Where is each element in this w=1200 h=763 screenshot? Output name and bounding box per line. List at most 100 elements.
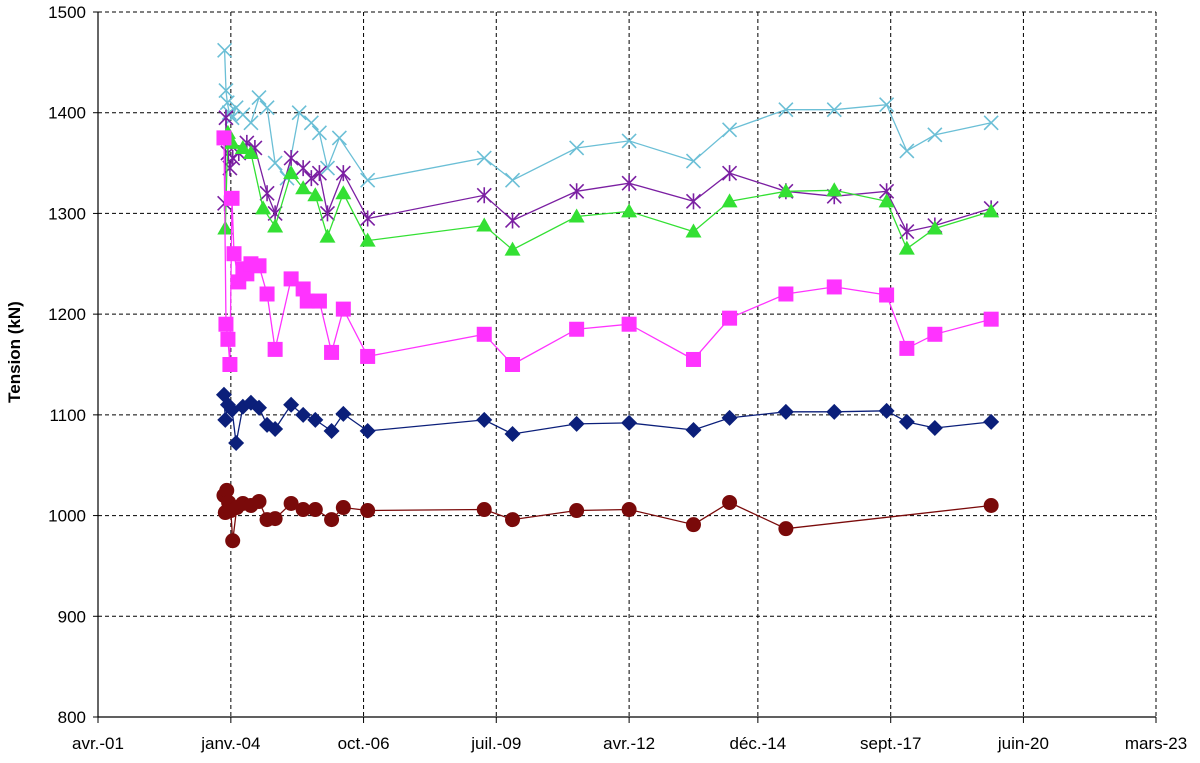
data-point xyxy=(685,421,702,438)
data-point xyxy=(222,357,238,372)
data-point xyxy=(251,258,267,274)
data-point xyxy=(295,502,311,518)
series-3 xyxy=(217,124,1000,256)
data-point xyxy=(879,287,895,303)
data-point xyxy=(319,228,336,243)
series-1 xyxy=(217,42,999,188)
data-point xyxy=(778,286,794,302)
data-point xyxy=(777,403,794,420)
y-tick-label: 1500 xyxy=(48,3,86,22)
x-tick-labels: avr.-01 janv.-04 oct.-06 juil.-09 avr.-12 déc… xyxy=(72,734,1187,753)
data-point xyxy=(335,405,352,422)
data-point xyxy=(335,185,352,200)
data-point xyxy=(307,187,324,202)
series-4 xyxy=(216,130,999,372)
data-point xyxy=(219,95,235,111)
y-tick-label: 1300 xyxy=(48,204,86,223)
x-tick-label: mars-23 xyxy=(1125,734,1187,753)
x-tick-label: avr.-12 xyxy=(603,734,655,753)
x-tick-label: juin-20 xyxy=(997,734,1049,753)
data-point xyxy=(283,271,299,287)
data-point xyxy=(267,155,283,171)
y-axis-label: Tension (kN) xyxy=(5,301,24,403)
data-point xyxy=(359,232,376,247)
data-point xyxy=(217,42,233,58)
data-point xyxy=(242,145,259,159)
axes xyxy=(93,11,1157,723)
x-tick-label: janv.-04 xyxy=(200,734,260,753)
data-point xyxy=(826,182,843,197)
data-point xyxy=(228,435,245,452)
data-point xyxy=(476,187,492,204)
data-point xyxy=(323,422,340,439)
data-point xyxy=(685,517,701,533)
series-line xyxy=(223,394,992,444)
data-point xyxy=(311,293,327,309)
data-point xyxy=(324,344,340,360)
data-point xyxy=(621,502,637,518)
data-point xyxy=(505,357,521,372)
series-line xyxy=(223,117,992,233)
data-point xyxy=(295,406,312,423)
data-point xyxy=(826,279,842,295)
data-point xyxy=(722,310,738,326)
data-point xyxy=(255,200,272,215)
y-tick-label: 800 xyxy=(58,708,86,727)
data-point xyxy=(220,331,236,347)
data-point xyxy=(218,82,234,99)
data-point xyxy=(360,172,376,188)
data-point xyxy=(311,165,327,182)
x-tick-label: juil.-09 xyxy=(470,734,521,753)
data-point xyxy=(685,153,702,169)
data-point xyxy=(295,281,311,297)
data-point xyxy=(243,115,259,131)
data-point xyxy=(983,115,999,131)
data-point xyxy=(721,193,738,208)
data-point xyxy=(267,341,283,357)
data-point xyxy=(224,134,241,149)
data-point xyxy=(335,301,351,317)
data-point xyxy=(283,396,300,413)
data-point xyxy=(303,170,319,187)
data-point xyxy=(898,240,915,255)
data-point xyxy=(569,503,585,519)
data-point xyxy=(504,212,521,229)
data-point xyxy=(476,150,492,166)
data-point xyxy=(267,218,284,233)
data-point xyxy=(722,122,738,138)
x-tick-label: oct.-06 xyxy=(338,734,390,753)
y-tick-label: 1200 xyxy=(48,305,86,324)
series-5 xyxy=(215,386,1000,452)
data-series xyxy=(215,42,1000,549)
data-point xyxy=(291,105,307,121)
data-point xyxy=(983,413,1000,430)
data-point xyxy=(307,411,324,428)
data-point xyxy=(335,500,351,516)
y-tick-label: 900 xyxy=(58,607,86,626)
data-point xyxy=(359,422,376,439)
data-point xyxy=(259,286,275,302)
data-point xyxy=(621,175,637,192)
data-point xyxy=(685,351,701,367)
data-point xyxy=(283,165,300,180)
data-point xyxy=(360,210,376,227)
data-point xyxy=(983,203,1000,218)
x-tick-label: avr.-01 xyxy=(72,734,124,753)
data-point xyxy=(319,160,336,176)
data-point xyxy=(224,110,240,126)
data-point xyxy=(878,193,895,208)
y-tick-label: 1100 xyxy=(49,406,86,425)
data-point xyxy=(621,203,638,218)
data-point xyxy=(685,193,702,210)
series-line xyxy=(223,137,992,366)
data-point xyxy=(568,208,585,223)
data-point xyxy=(283,495,299,511)
data-point xyxy=(267,511,283,527)
data-point xyxy=(234,139,251,154)
data-point xyxy=(219,482,235,498)
data-point xyxy=(324,512,340,528)
data-point xyxy=(721,409,738,426)
data-point xyxy=(826,102,842,118)
data-point xyxy=(299,293,315,309)
